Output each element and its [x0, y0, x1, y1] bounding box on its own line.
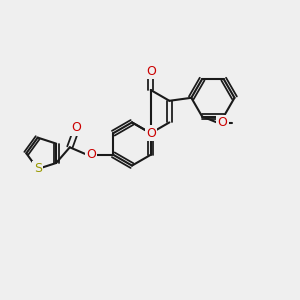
Text: O: O	[146, 65, 156, 78]
Text: O: O	[218, 116, 227, 129]
Text: O: O	[146, 127, 156, 140]
Text: S: S	[34, 163, 42, 176]
Text: O: O	[71, 121, 81, 134]
Text: O: O	[86, 148, 96, 161]
